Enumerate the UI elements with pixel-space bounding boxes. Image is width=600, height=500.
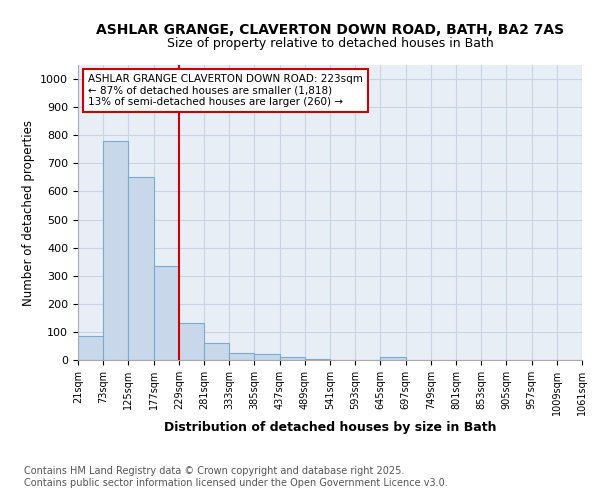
Bar: [280, 357, 305, 360]
Bar: [179, 324, 204, 360]
Bar: [204, 343, 229, 360]
Bar: [305, 358, 330, 360]
Bar: [103, 141, 128, 360]
Text: ASHLAR GRANGE, CLAVERTON DOWN ROAD, BATH, BA2 7AS: ASHLAR GRANGE, CLAVERTON DOWN ROAD, BATH…: [96, 22, 564, 36]
Bar: [128, 178, 154, 360]
Text: Size of property relative to detached houses in Bath: Size of property relative to detached ho…: [167, 38, 493, 51]
Bar: [154, 266, 179, 360]
Bar: [254, 354, 280, 360]
Text: Contains HM Land Registry data © Crown copyright and database right 2025.
Contai: Contains HM Land Registry data © Crown c…: [24, 466, 448, 487]
Text: ASHLAR GRANGE CLAVERTON DOWN ROAD: 223sqm
← 87% of detached houses are smaller (: ASHLAR GRANGE CLAVERTON DOWN ROAD: 223sq…: [88, 74, 363, 107]
Bar: [78, 336, 103, 360]
Bar: [229, 353, 254, 360]
Bar: [380, 357, 406, 360]
X-axis label: Distribution of detached houses by size in Bath: Distribution of detached houses by size …: [164, 420, 496, 434]
Y-axis label: Number of detached properties: Number of detached properties: [22, 120, 35, 306]
